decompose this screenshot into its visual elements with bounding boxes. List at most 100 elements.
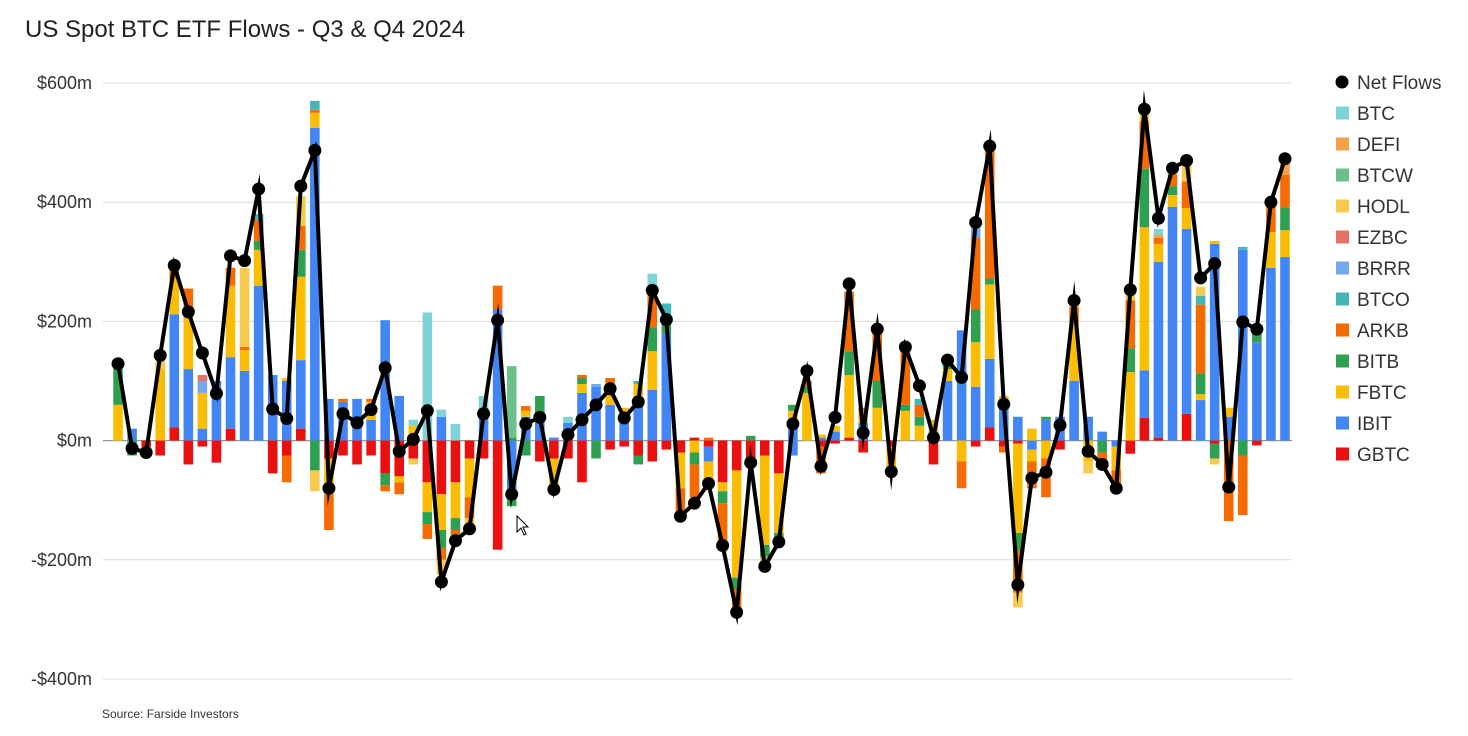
net-flow-point (955, 370, 969, 384)
bar-segment-gbtc (816, 440, 826, 447)
bar-segment-ibit (366, 419, 376, 441)
net-flow-point (294, 179, 308, 193)
bar-segment-fbtc (436, 494, 447, 530)
bar-segment-arkb (1195, 304, 1206, 374)
bar-segment-arkb (984, 147, 995, 279)
net-flow-point (477, 407, 491, 421)
legend-swatch-hodl (1336, 199, 1349, 213)
bar-segment-bitb (591, 440, 601, 459)
legend-label: ARKB (1357, 321, 1409, 342)
bar-segment-bitb (647, 327, 658, 352)
legend-swatch-btc (1336, 106, 1349, 120)
bar-segment-gbtc (563, 440, 573, 459)
bar-segment-fbtc (1139, 227, 1150, 371)
bar-segment-bitb (745, 435, 756, 441)
bar-segment-ibit (324, 398, 334, 441)
bar-segment-ibit (211, 381, 222, 441)
legend-label: FBTC (1357, 383, 1407, 404)
bar-segment-arkb (1167, 174, 1178, 187)
net-flow-point (687, 496, 701, 510)
bar-segment-gbtc (267, 440, 278, 474)
bar-segment-fbtc (802, 392, 812, 441)
net-flow-point (1208, 257, 1222, 271)
net-flow-point (659, 313, 673, 327)
net-flow-point (153, 348, 167, 362)
bar-segment-gbtc (492, 440, 503, 550)
bar-segment-gbtc (338, 440, 348, 456)
net-flow-point (238, 254, 252, 268)
bar-segment-fbtc (774, 473, 784, 533)
bar-segment-gbtc (1181, 413, 1192, 441)
bar-segment-gbtc (1252, 440, 1262, 446)
bar-segment-bitb (1209, 443, 1220, 459)
net-flow-point (1123, 283, 1137, 297)
bar-segment-gbtc (675, 440, 686, 453)
net-flow-point (533, 410, 547, 424)
bar-segment-btc (436, 409, 447, 417)
mouse-cursor-icon (516, 514, 530, 536)
bar-segment-fbtc (703, 461, 714, 483)
bar-segment-gbtc (535, 440, 545, 462)
net-flow-point (884, 465, 898, 479)
legend: Net Flows BTC DEFI BTCW HODL EZBC BRRR BTCO ARKB… (1335, 73, 1441, 466)
bar-segment-bitb (1139, 168, 1150, 228)
net-flow-point (617, 411, 631, 425)
y-tick-label: -$200m (31, 550, 92, 570)
net-flow-point (1278, 152, 1292, 166)
net-flow-point (1025, 471, 1039, 485)
bar-segment-btc (1153, 229, 1164, 235)
bar-segment-ibit (1223, 416, 1234, 441)
source-note: Source: Farside Investors (102, 707, 239, 721)
bar-segment-gbtc (281, 440, 292, 456)
bar-segment-fbtc (310, 112, 320, 128)
bar-segment-ibit (647, 389, 658, 441)
bar-segment-ibit (394, 395, 405, 441)
bar-segment-arkb (844, 291, 854, 352)
bar-segment-arkb (577, 375, 587, 379)
bar-segment-bitb (802, 386, 812, 393)
bar-segment-ibit (436, 416, 447, 441)
bar-segment-fbtc (984, 284, 995, 359)
bar-segment-ibit (1111, 440, 1122, 447)
bar-segment-fbtc (549, 458, 559, 489)
bar-segment-ibit (591, 386, 601, 441)
net-flows-line (111, 89, 1292, 626)
bar-segment-bitb (422, 512, 433, 525)
bar-segment-arkb (422, 524, 433, 539)
net-flow-point (547, 482, 561, 496)
bar-segment-fbtc (1027, 428, 1037, 441)
bar-segment-fbtc (464, 458, 475, 498)
bar-segment-ibit (816, 437, 826, 441)
bar-segment-fbtc (1167, 195, 1178, 207)
bar-segment-arkb (520, 406, 531, 411)
bar-segment-bitb (731, 577, 742, 590)
net-flow-point (336, 407, 350, 421)
bar-segment-gbtc (844, 437, 854, 441)
bar-segment-gbtc (394, 440, 405, 477)
bar-segment-bitb (520, 440, 531, 456)
net-flow-point (1011, 578, 1025, 592)
net-flow-point (1165, 161, 1179, 175)
bar-segment-arkb (239, 347, 250, 351)
legend-label: EZBC (1357, 228, 1408, 249)
bar-segment-fbtc (689, 440, 700, 453)
bar-segment-gbtc (1153, 437, 1164, 441)
bar-segment-ibit (619, 416, 629, 441)
bar-segment-gbtc (1013, 440, 1023, 444)
net-flows-polyline (116, 89, 1287, 626)
bar-segment-fbtc (113, 404, 123, 441)
bar-segment-btcw (506, 366, 517, 438)
bar-segment-ibit (984, 358, 995, 428)
bar-segment-arkb (183, 288, 194, 310)
bar-segment-btco (914, 398, 925, 405)
bar-segment-gbtc (984, 427, 995, 441)
bar-segment-ibit (661, 333, 672, 441)
bar-segment-bitb (1125, 348, 1136, 373)
net-flow-point (1194, 271, 1208, 285)
bar-segment-ibit (1252, 342, 1262, 441)
bar-segment-bitb (436, 530, 447, 548)
bar-segment-gbtc (830, 440, 840, 444)
net-flow-point (786, 417, 800, 431)
bar-segment-bitb (1167, 186, 1178, 196)
